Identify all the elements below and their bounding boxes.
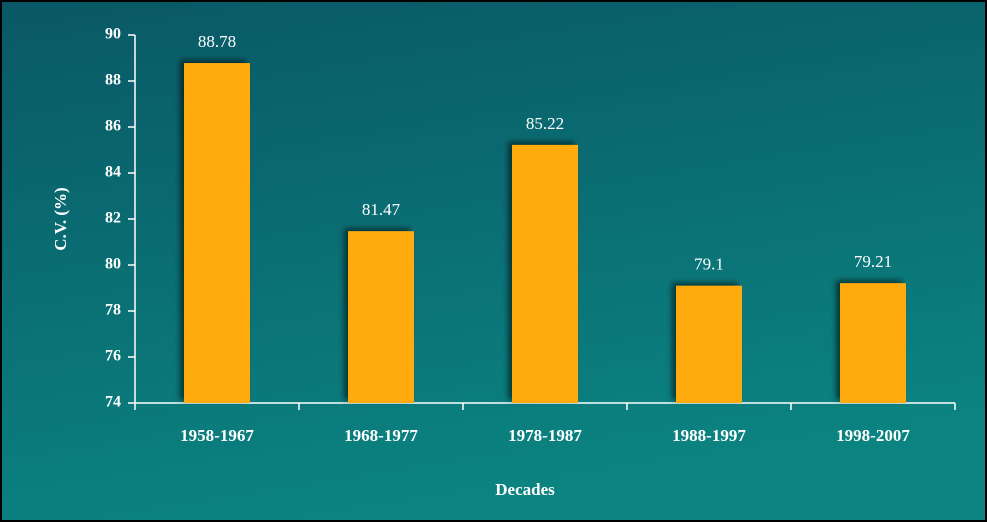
y-tick-label: 78: [105, 302, 121, 319]
bar: [676, 285, 742, 403]
y-tick-label: 74: [105, 394, 121, 411]
y-tick-label: 86: [105, 118, 121, 135]
y-tick-label: 82: [105, 210, 121, 227]
value-label: 79.21: [854, 252, 892, 271]
x-tick-label: 1968-1977: [344, 426, 418, 445]
y-tick-label: 90: [105, 26, 121, 43]
bar: [348, 231, 414, 403]
value-label: 85.22: [526, 114, 564, 133]
y-tick-label: 76: [105, 348, 121, 365]
x-tick-label: 1998-2007: [836, 426, 910, 445]
y-axis-label: C.V. (%): [51, 187, 70, 250]
y-tick-label: 88: [105, 72, 121, 89]
bar: [512, 144, 578, 403]
y-tick-label: 84: [105, 164, 121, 181]
x-axis-label: Decades: [495, 480, 555, 499]
value-label: 88.78: [198, 32, 236, 51]
x-tick-label: 1958-1967: [180, 426, 254, 445]
value-label: 79.1: [694, 255, 724, 274]
x-tick-label: 1978-1987: [508, 426, 582, 445]
bar: [840, 283, 906, 403]
value-label: 81.47: [362, 200, 401, 219]
x-tick-label: 1988-1997: [672, 426, 746, 445]
bar: [184, 63, 250, 404]
y-tick-label: 80: [105, 256, 121, 273]
